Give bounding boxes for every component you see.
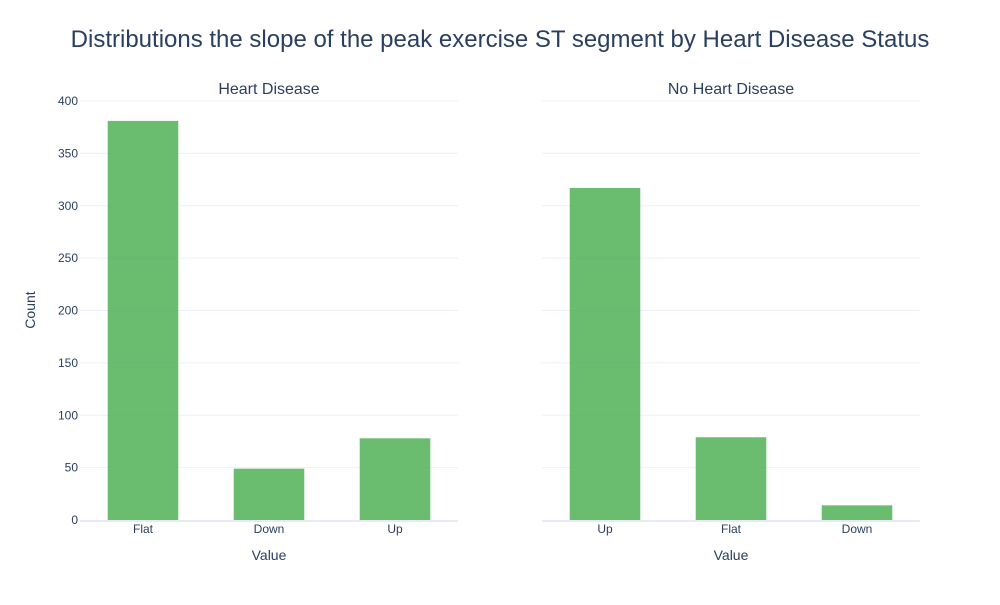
x-tick-label: Down [842,522,873,536]
chart-panels: 0 50 100 150 200 250 300 350 400 Flat Down Up Heart … [58,81,920,563]
chart-panel-2: Up Flat Down No Heart Disease Value [542,81,920,563]
subplot-title: Heart Disease [218,81,319,98]
y-tick-label: 200 [58,304,78,318]
y-tick-label: 250 [58,251,78,265]
bar-down[interactable] [233,468,305,520]
x-tick-label: Down [254,522,285,536]
y-tick-label: 350 [58,146,78,160]
bar-down[interactable] [821,505,893,520]
bar-up[interactable] [569,187,641,520]
bar-flat[interactable] [695,437,767,520]
subplot-title: No Heart Disease [668,81,794,98]
bar-flat[interactable] [107,120,179,520]
y-tick-label: 300 [58,199,78,213]
x-tick-label: Flat [133,522,154,536]
x-tick-label: Up [387,522,403,536]
bar-up[interactable] [359,438,431,520]
y-tick-label: 50 [65,461,79,475]
y-tick-label: 400 [58,94,78,108]
x-tick-label: Up [597,522,613,536]
y-tick-label: 0 [71,513,78,527]
x-axis-title: Value [714,547,749,563]
chart-title: Distributions the slope of the peak exer… [71,26,930,53]
y-tick-label: 100 [58,408,78,422]
y-tick-label: 150 [58,356,78,370]
x-axis-title: Value [252,547,287,563]
x-tick-label: Flat [721,522,742,536]
y-axis-title: Count [22,291,38,328]
chart-panel-1: 0 50 100 150 200 250 300 350 400 Flat Down Up Heart … [58,81,458,563]
